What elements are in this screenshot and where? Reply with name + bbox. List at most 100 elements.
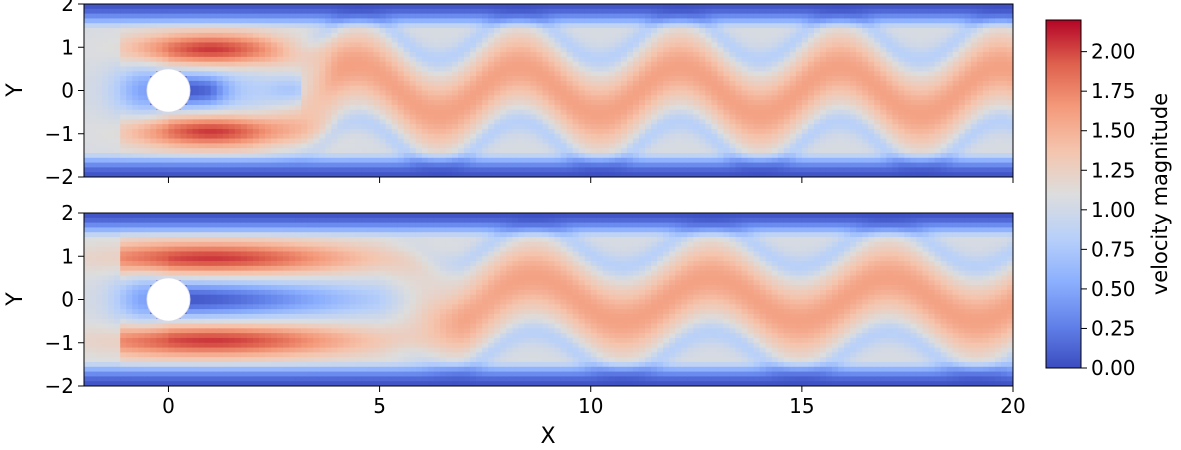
heatmap-cell <box>234 56 242 63</box>
heatmap-cell <box>313 152 320 159</box>
heatmap-cell <box>838 119 845 125</box>
heatmap-cell <box>445 47 453 53</box>
heatmap-cell <box>548 95 556 101</box>
heatmap-cell <box>337 28 344 34</box>
heatmap-cell <box>723 138 731 144</box>
heatmap-cell <box>114 104 121 111</box>
heatmap-cell <box>391 128 399 135</box>
heatmap-cell <box>663 28 670 34</box>
heatmap-cell <box>150 152 157 159</box>
heatmap-cell <box>765 18 773 24</box>
heatmap-cell <box>204 124 212 130</box>
heatmap-cell <box>180 8 188 15</box>
heatmap-cell <box>198 119 206 125</box>
heatmap-cell <box>566 4 574 10</box>
heatmap-cell <box>415 76 423 82</box>
heatmap-cell <box>500 104 507 111</box>
heatmap-cell <box>458 162 465 168</box>
heatmap-cell <box>711 85 719 92</box>
heatmap-cell <box>675 157 682 164</box>
heatmap-cell <box>252 157 260 164</box>
heatmap-cell <box>741 56 749 63</box>
heatmap-cell <box>114 157 121 164</box>
heatmap-cell <box>325 71 332 77</box>
heatmap-cell <box>277 47 284 53</box>
heatmap-cell <box>114 114 121 120</box>
heatmap-cell <box>626 56 634 63</box>
heatmap-cell <box>470 172 477 177</box>
heatmap-cell <box>252 23 260 29</box>
heatmap-cell <box>295 13 302 20</box>
heatmap-cell <box>862 76 869 82</box>
heatmap-cell <box>90 85 97 92</box>
heatmap-cell <box>216 148 224 154</box>
heatmap-cell <box>295 61 302 68</box>
heatmap-cell <box>150 32 157 39</box>
heatmap-cell <box>470 66 477 72</box>
heatmap-cell <box>500 167 507 173</box>
heatmap-cell <box>361 23 369 29</box>
heatmap-cell <box>283 32 290 39</box>
heatmap-cell <box>904 4 912 10</box>
heatmap-cell <box>361 80 369 87</box>
heatmap-cell <box>156 138 164 144</box>
heatmap-cell <box>144 71 151 77</box>
heatmap-cell <box>813 162 821 168</box>
heatmap-cell <box>735 148 743 154</box>
heatmap-cell <box>301 8 308 15</box>
heatmap-cell <box>331 104 338 111</box>
heatmap-cell <box>614 8 622 15</box>
heatmap-cell <box>711 52 719 58</box>
heatmap-cell <box>886 143 893 149</box>
heatmap-cell <box>222 124 230 130</box>
heatmap-cell <box>234 148 242 154</box>
heatmap-cell <box>856 90 863 96</box>
heatmap-cell <box>337 76 344 82</box>
heatmap-cell <box>264 109 272 116</box>
heatmap-cell <box>675 114 682 120</box>
heatmap-cell <box>120 133 127 140</box>
heatmap-cell <box>614 138 622 144</box>
heatmap-cell <box>524 124 531 130</box>
heatmap-cell <box>126 148 133 154</box>
heatmap-cell <box>361 167 369 173</box>
heatmap-cell <box>868 66 875 72</box>
heatmap-cell <box>325 4 332 10</box>
heatmap-cell <box>813 109 821 116</box>
heatmap-cell <box>868 47 875 53</box>
heatmap-cell <box>771 56 779 63</box>
heatmap-cell <box>572 128 580 135</box>
heatmap-cell <box>723 109 731 116</box>
heatmap-cell <box>657 80 664 87</box>
heatmap-cell <box>868 95 875 101</box>
heatmap-cell <box>681 90 688 96</box>
heatmap-cell <box>132 76 139 82</box>
heatmap-cell <box>488 66 495 72</box>
heatmap-cell <box>476 80 483 87</box>
heatmap-cell <box>651 172 658 177</box>
heatmap-cell <box>162 167 170 173</box>
heatmap-cell <box>120 143 127 149</box>
heatmap-cell <box>638 47 646 53</box>
heatmap-cell <box>548 128 556 135</box>
heatmap-cell <box>500 71 507 77</box>
heatmap-cell <box>198 13 206 20</box>
heatmap-cell <box>84 157 91 164</box>
heatmap-cell <box>162 133 170 140</box>
heatmap-cell <box>228 61 236 68</box>
heatmap-cell <box>850 8 857 15</box>
heatmap-cell <box>638 133 646 140</box>
heatmap-cell <box>771 47 779 53</box>
heatmap-cell <box>433 32 441 39</box>
heatmap-cell <box>427 66 435 72</box>
heatmap-cell <box>470 61 477 68</box>
heatmap-cell <box>289 61 296 68</box>
heatmap-cell <box>192 148 200 154</box>
heatmap-cell <box>240 47 248 53</box>
heatmap-cell <box>813 148 821 154</box>
heatmap-cell <box>331 28 338 34</box>
heatmap-cell <box>397 71 405 77</box>
heatmap-cell <box>391 32 399 39</box>
heatmap-cell <box>886 4 893 10</box>
heatmap-cell <box>415 114 423 120</box>
